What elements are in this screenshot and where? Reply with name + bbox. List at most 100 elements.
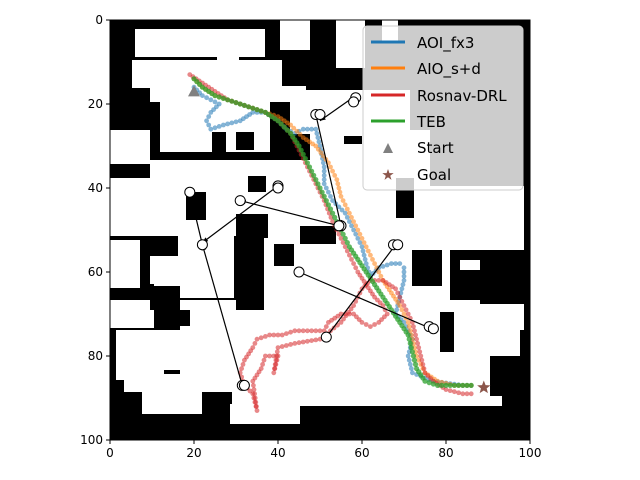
obstacle-path-line bbox=[189, 192, 203, 245]
trajectory-point bbox=[447, 388, 453, 394]
trajectory-point bbox=[451, 382, 457, 388]
trajectory-point bbox=[305, 328, 310, 334]
trajectory-point bbox=[309, 338, 314, 343]
trajectory-point bbox=[372, 261, 377, 266]
trajectory-point bbox=[468, 391, 474, 397]
trajectory-point bbox=[351, 219, 356, 225]
trajectory-point bbox=[347, 219, 352, 225]
trajectory-point bbox=[393, 286, 398, 292]
trajectory-point bbox=[397, 303, 403, 308]
trajectory-point bbox=[342, 235, 348, 241]
trajectory-point bbox=[338, 194, 344, 199]
trajectory-point bbox=[408, 366, 414, 371]
trajectory-point bbox=[281, 124, 287, 130]
trajectory-point bbox=[263, 334, 268, 339]
trajectory-point bbox=[251, 387, 257, 392]
trajectory-point bbox=[422, 378, 428, 384]
trajectory-point bbox=[254, 336, 260, 342]
legend-label-rosnav: Rosnav-DRL bbox=[417, 87, 507, 105]
obstacle-position-marker bbox=[196, 239, 208, 251]
trajectory-point bbox=[401, 278, 407, 283]
legend-start-marker bbox=[383, 143, 393, 153]
trajectory-point bbox=[267, 353, 272, 359]
trajectory-point bbox=[323, 198, 329, 204]
legend-label-teb: TEB bbox=[416, 113, 446, 131]
trajectory-point bbox=[263, 353, 268, 359]
trajectory-point bbox=[403, 307, 409, 313]
trajectory-point bbox=[408, 345, 414, 351]
trajectory-point bbox=[401, 265, 407, 271]
trajectory-point bbox=[328, 194, 333, 199]
trajectory-point bbox=[351, 227, 356, 233]
trajectory-point bbox=[317, 185, 323, 191]
trajectory-point bbox=[326, 189, 331, 195]
trajectory-point bbox=[284, 343, 289, 348]
trajectory-point bbox=[380, 264, 386, 269]
trajectory-point bbox=[309, 328, 314, 334]
obstacle-position-marker bbox=[427, 323, 439, 335]
marker-layer bbox=[188, 85, 491, 394]
legend: AOI_fx3 AIO_s+d Rosnav-DRL TEB Start Goa… bbox=[362, 25, 524, 191]
trajectory-point bbox=[337, 189, 343, 195]
trajectory-point bbox=[253, 399, 259, 405]
start-marker bbox=[188, 85, 200, 97]
trajectory-point bbox=[401, 311, 407, 317]
trajectory-point bbox=[300, 339, 306, 345]
trajectory-point bbox=[406, 324, 412, 329]
trajectory-point bbox=[279, 344, 285, 349]
trajectory-point bbox=[272, 362, 278, 367]
trajectory-point bbox=[275, 118, 281, 124]
trajectory-point bbox=[407, 362, 413, 367]
trajectory-point bbox=[347, 210, 352, 216]
trajectory-point bbox=[313, 143, 319, 149]
trajectory-point bbox=[357, 231, 363, 237]
trajectory-point bbox=[328, 164, 333, 170]
trajectory-point bbox=[460, 391, 466, 397]
trajectory-point bbox=[204, 118, 210, 124]
trajectory-point bbox=[242, 357, 247, 363]
trajectory-point bbox=[330, 219, 335, 225]
trajectory-point bbox=[321, 173, 327, 178]
trajectory-point bbox=[368, 324, 373, 329]
trajectory-point bbox=[336, 185, 342, 191]
trajectory-point bbox=[284, 331, 289, 336]
trajectory-point bbox=[361, 240, 367, 246]
trajectory-point bbox=[313, 337, 319, 343]
trajectory-point bbox=[321, 193, 327, 199]
trajectory-point bbox=[284, 127, 291, 133]
trajectory-point bbox=[251, 383, 256, 388]
trajectory-point bbox=[321, 168, 327, 174]
trajectory-point bbox=[399, 286, 405, 292]
obstacle-position-marker bbox=[184, 186, 196, 198]
trajectory-point bbox=[389, 261, 394, 266]
trajectory-point bbox=[406, 336, 412, 342]
obstacle-position-marker bbox=[272, 182, 284, 194]
trajectory-point bbox=[206, 114, 212, 119]
trajectory-point bbox=[294, 128, 300, 134]
trajectory-point bbox=[357, 240, 363, 246]
trajectory-point bbox=[300, 151, 306, 157]
trajectory-point bbox=[405, 332, 411, 338]
trajectory-point bbox=[275, 332, 281, 338]
obstacle-position-marker bbox=[333, 220, 345, 232]
trajectory-point bbox=[411, 357, 418, 363]
trajectory-point bbox=[415, 341, 421, 346]
trajectory-point bbox=[208, 110, 214, 115]
trajectory-point bbox=[237, 101, 243, 107]
trajectory-point bbox=[212, 125, 218, 131]
trajectory-point bbox=[338, 320, 344, 325]
trajectory-point bbox=[355, 227, 361, 233]
trajectory-point bbox=[323, 324, 329, 329]
trajectory-point bbox=[409, 349, 415, 355]
trajectory-point bbox=[260, 362, 265, 367]
trajectory-point bbox=[344, 240, 350, 246]
trajectory-point bbox=[309, 168, 315, 174]
trajectory-point bbox=[330, 198, 335, 204]
trajectory-point bbox=[349, 223, 354, 229]
trajectory-point bbox=[360, 248, 366, 254]
trajectory-point bbox=[413, 332, 418, 338]
trajectory-point bbox=[435, 382, 441, 388]
legend-goal-marker bbox=[382, 169, 394, 180]
trajectory-point bbox=[252, 395, 258, 401]
